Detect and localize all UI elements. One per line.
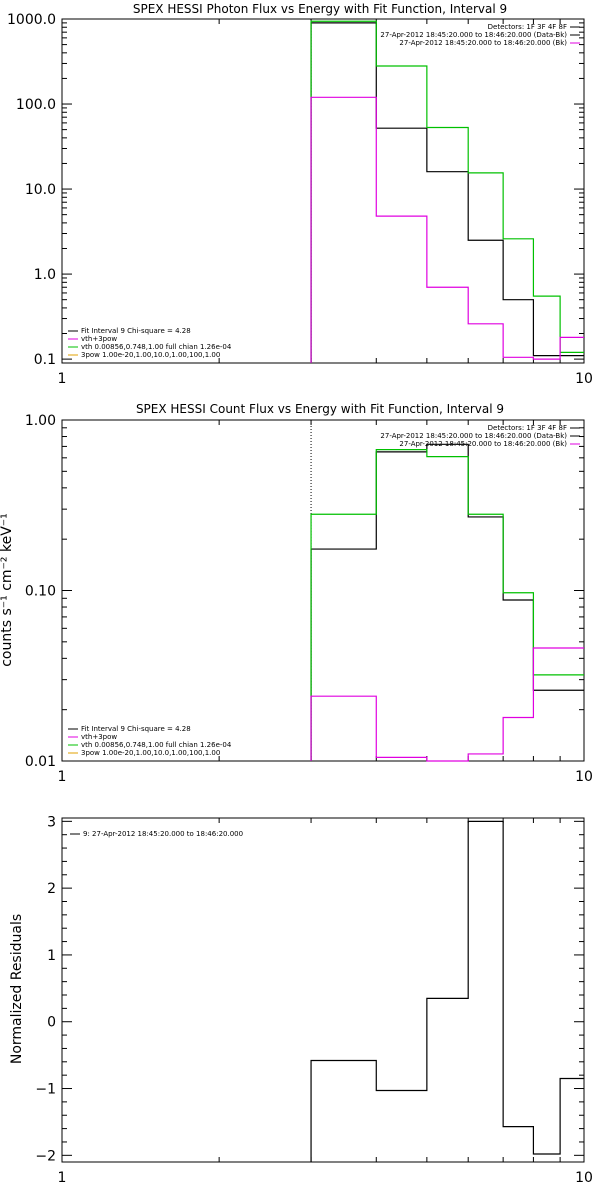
photon-flux-y-tick-label: 10.0 [25, 182, 56, 198]
count-flux-frame [61, 419, 585, 762]
photon-flux-legend-entry: 27-Apr-2012 18:45:20.000 to 18:46:20.000… [380, 31, 567, 39]
photon-flux-y-tick-label: 1000.0 [7, 12, 56, 28]
residuals-series [310, 820, 584, 1162]
residuals-panel: Normalized Residuals 1 10 −2 −1 0 1 2 3 9: 27-A… [9, 814, 593, 1186]
count-flux-title: SPEX HESSI Count Flux vs Energy with Fit… [136, 402, 504, 416]
photon-flux-series [310, 19, 584, 363]
count-flux-legend-entry: 3pow 1.00e-20,1.00,10.0,1.00,100,1.00 [81, 749, 220, 757]
count-flux-y-tick-label: 0.01 [25, 754, 56, 770]
residuals-frame [61, 817, 585, 1163]
count-flux-legend-entry: 27-Apr-2012 18:45:20.000 to 18:46:20.000… [399, 440, 567, 448]
photon-flux-legend-entry: 27-Apr-2012 18:45:20.000 to 18:46:20.000… [399, 39, 567, 47]
count-flux-y-tick-label: 1.00 [25, 413, 56, 429]
count-flux-panel: SPEX HESSI Count Flux vs Energy with Fit… [0, 402, 593, 785]
photon-flux-series-1-line [310, 20, 584, 363]
residuals-y-tick-label: −2 [35, 1148, 56, 1164]
count-flux-x-tick-label: 1 [58, 769, 67, 785]
residuals-legend-entry: 9: 27-Apr-2012 18:45:20.000 to 18:46:20.… [83, 830, 243, 838]
count-flux-y-tick-label: 0.10 [25, 584, 56, 600]
residuals-y-tick-label: 3 [47, 814, 56, 830]
photon-flux-frame [61, 18, 585, 364]
count-flux-series [310, 420, 584, 762]
residuals-legends: 9: 27-Apr-2012 18:45:20.000 to 18:46:20.… [70, 830, 243, 838]
photon-flux-axes: 1 10 0.1 1.0 10.0 100.0 1000.0 [7, 12, 593, 387]
count-flux-legend-entry: Fit Interval 9 Chi-square = 4.28 [81, 725, 191, 733]
residuals-series-0-line [310, 820, 584, 1162]
count-flux-x-tick-label: 10 [575, 769, 593, 785]
photon-flux-series-0-line [310, 22, 584, 363]
photon-flux-legend-entry: 3pow 1.00e-20,1.00,10.0,1.00,100,1.00 [81, 351, 220, 359]
photon-flux-legend-entry: Detectors: 1F 3F 4F 8F [488, 23, 567, 31]
count-flux-legend-entry: vth 0.00856,0.748,1.00 full chian 1.26e-… [81, 741, 232, 749]
photon-flux-y-tick-label: 100.0 [16, 97, 56, 113]
residuals-axes: 1 10 −2 −1 0 1 2 3 [35, 814, 593, 1186]
photon-flux-panel: SPEX HESSI Photon Flux vs Energy with Fi… [7, 2, 593, 387]
photon-flux-legend-entry: vth+3pow [81, 335, 117, 343]
count-flux-series-0-line [310, 443, 584, 761]
residuals-x-tick-label: 1 [58, 1170, 67, 1186]
residuals-y-label: Normalized Residuals [9, 914, 25, 1064]
photon-flux-y-tick-label: 0.1 [34, 352, 56, 368]
residuals-x-tick-label: 10 [575, 1170, 593, 1186]
photon-flux-legend-entry: Fit Interval 9 Chi-square = 4.28 [81, 327, 191, 335]
photon-flux-title: SPEX HESSI Photon Flux vs Energy with Fi… [133, 2, 507, 16]
count-flux-legend-entry: 27-Apr-2012 18:45:20.000 to 18:46:20.000… [380, 432, 567, 440]
residuals-y-tick-label: 0 [47, 1015, 56, 1031]
count-flux-series-2-line [310, 647, 584, 762]
photon-flux-y-tick-label: 1.0 [34, 267, 56, 283]
photon-flux-series-2-line [310, 96, 584, 363]
count-flux-series-1-line [310, 449, 584, 761]
photon-flux-x-tick-label: 1 [58, 371, 67, 387]
residuals-y-tick-label: 1 [47, 948, 56, 964]
residuals-y-tick-label: 2 [47, 881, 56, 897]
residuals-y-tick-label: −1 [35, 1082, 56, 1098]
photon-flux-legend-entry: vth 0.00856,0.748,1.00 full chian 1.26e-… [81, 343, 232, 351]
photon-flux-x-tick-label: 10 [575, 371, 593, 387]
count-flux-y-label: counts s⁻¹ cm⁻² keV⁻¹ [0, 513, 15, 667]
count-flux-legend-entry: vth+3pow [81, 733, 117, 741]
count-flux-legend-entry: Detectors: 1F 3F 4F 8F [488, 424, 567, 432]
